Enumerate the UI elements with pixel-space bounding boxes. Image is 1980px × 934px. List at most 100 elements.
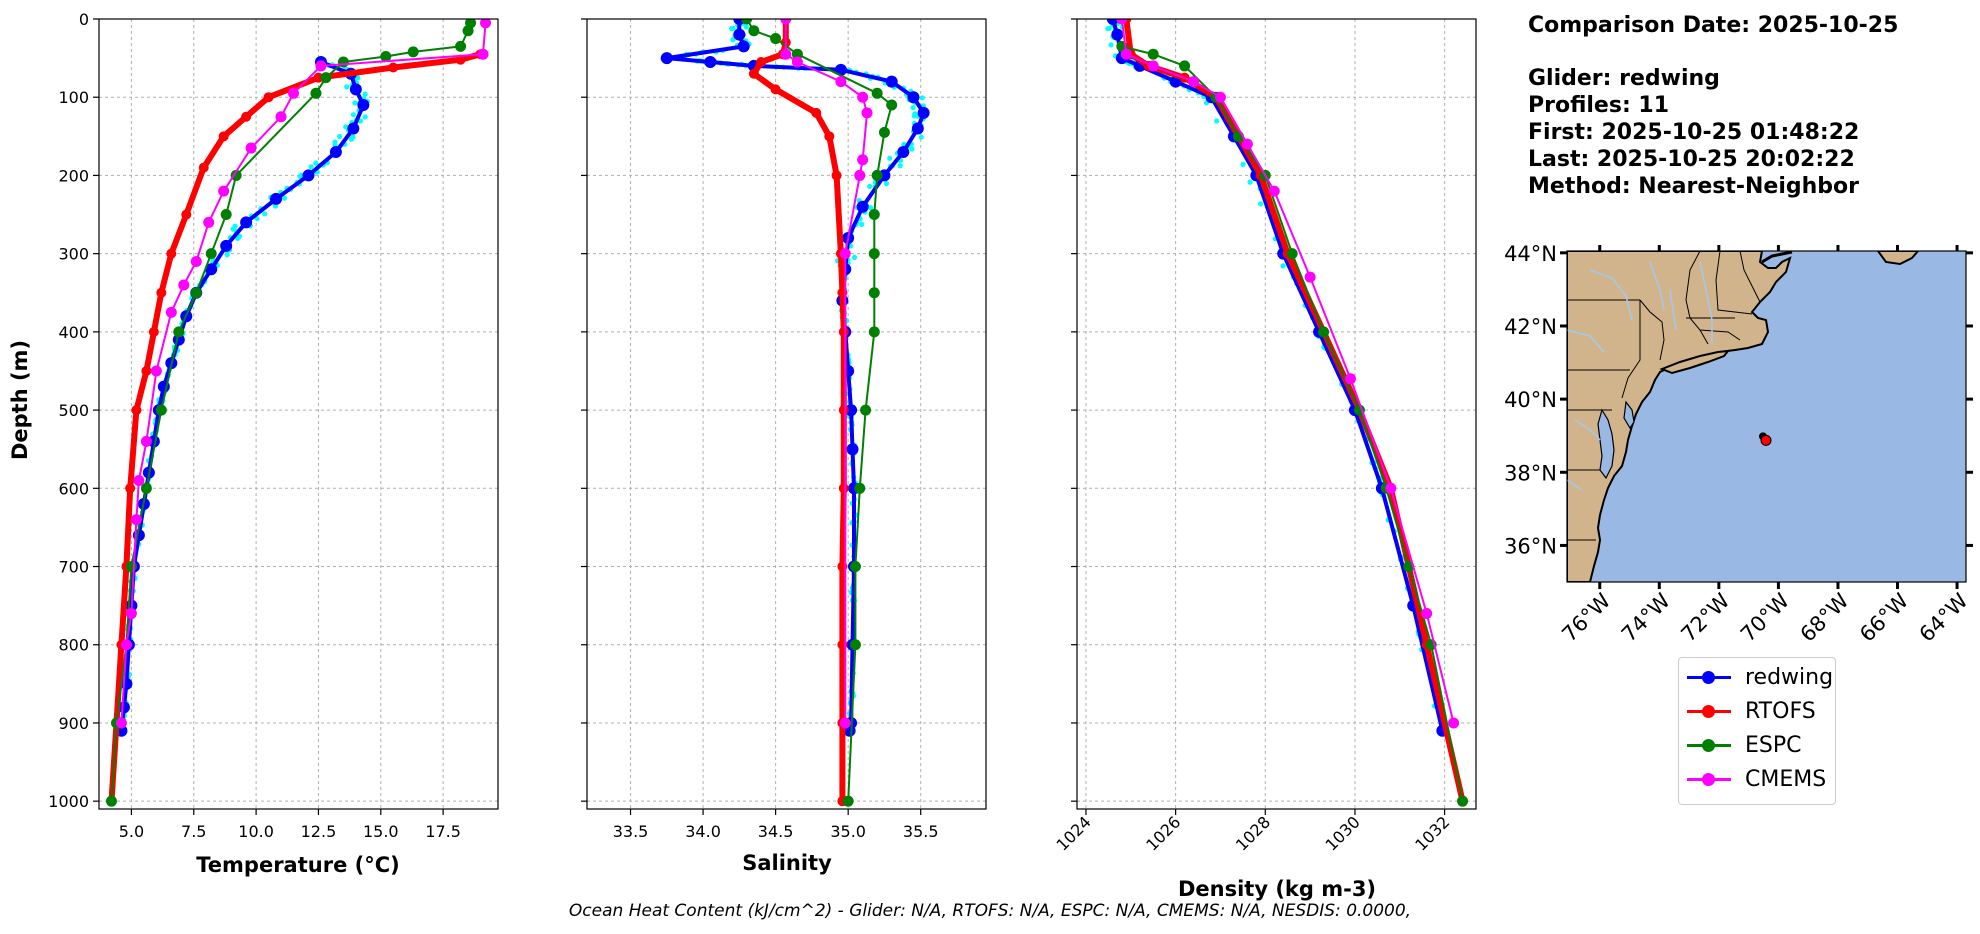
data-point-espc [748,25,760,37]
data-point-redwing [329,145,342,158]
glider-raw-point [1106,25,1112,31]
data-point-redwing [357,99,370,112]
glider-raw-point [308,164,314,170]
glider-raw-point [730,25,736,31]
data-point-cmems [780,48,792,60]
data-point-cmems [1268,185,1280,197]
data-point-espc [407,46,419,58]
data-point-espc [455,40,467,52]
data-point-cmems [203,216,215,228]
lon-tick-label: 68°W [1796,588,1854,646]
glider-raw-point [1280,263,1286,269]
glider-raw-point [851,254,858,260]
series-line-cmems [784,19,868,723]
legend-item-espc: ESPC [1687,730,1802,760]
glider-raw-point [883,180,890,187]
y-tick-label: 0 [79,10,89,29]
density-ticks: 1024 1026 1028 1030 1032 [1053,18,1453,855]
data-point-rtofs [125,483,136,494]
data-point-redwing [205,263,218,276]
data-point-espc [868,287,880,299]
data-point-cmems [480,19,492,29]
temperature-panel: 0 100 200 300 400 500 600 700 800 900 1000 5.0 7.5 10… [8,10,499,877]
x-tick-label: 35.0 [830,822,866,841]
glider-raw-point [362,114,368,120]
glider-raw-point [867,183,873,190]
y-tick-label: 800 [58,636,89,655]
lat-tick-label: 36°N [1504,534,1557,558]
data-point-redwing [1106,19,1119,25]
legend: redwing RTOFS ESPC CMEMS [1678,657,1836,805]
temperature-glider-raw-points [116,61,370,733]
data-point-redwing [737,40,750,53]
y-tick-label: 700 [58,558,89,577]
data-point-redwing [302,169,315,182]
legend-swatch-espc [1687,738,1731,752]
data-point-espc [868,248,880,260]
long-island [1659,349,1731,375]
data-point-rtofs [166,248,177,259]
glider-raw-point [348,136,354,142]
x-tick-label: 1028 [1232,812,1274,854]
data-point-cmems [857,154,869,166]
legend-item-rtofs: RTOFS [1687,696,1816,726]
x-tick-label: 15.0 [363,822,399,841]
data-point-redwing [911,122,924,135]
data-point-cmems [1344,373,1356,385]
lat-tick-label: 42°N [1504,315,1557,339]
data-point-espc [337,56,349,68]
data-point-espc [878,126,890,138]
data-point-cmems [218,185,230,197]
data-point-cmems [857,91,869,103]
glider-raw-point [897,163,903,169]
legend-label: CMEMS [1745,766,1827,792]
nova-scotia-coast [1876,251,1920,266]
data-point-rtofs [748,68,759,79]
x-tick-label: 34.5 [758,822,794,841]
data-point-redwing [347,122,360,135]
glider-name: Glider: redwing [1528,66,1720,91]
data-point-espc [1318,326,1330,338]
data-point-espc [868,209,880,221]
delaware-bay [1623,400,1635,430]
data-point-espc [842,795,854,807]
data-point-cmems [1241,138,1253,150]
salinity-panel: 33.5 34.0 34.5 35.0 35.5 Salinity [581,18,987,875]
map-frame [1566,250,1967,583]
series-line-rtofs [108,51,482,802]
data-point-cmems [190,255,202,267]
glider-raw-point [858,221,865,227]
data-point-rtofs [831,170,842,181]
glider-raw-point [1214,118,1220,124]
data-point-espc [220,209,232,221]
data-point-redwing [897,145,910,158]
glider-raw-point [362,91,368,97]
data-point-rtofs [756,57,767,68]
data-point-redwing [845,404,858,417]
x-tick-label: 17.5 [425,822,461,841]
data-point-espc [205,248,217,260]
temperature-ticks: 0 100 200 300 400 500 600 700 800 900 1000 5.0 7.5 10… [48,10,461,841]
glider-raw-point [232,223,238,229]
y-tick-label: 200 [58,166,89,185]
data-point-cmems [1116,19,1128,25]
data-point-redwing [1111,28,1124,41]
data-point-rtofs [148,326,159,337]
data-point-rtofs [388,62,399,73]
legend-swatch-redwing [1687,670,1731,684]
y-tick-label: 1000 [48,792,89,811]
rivers [1567,261,1713,491]
data-point-espc [462,25,474,37]
data-point-redwing [704,56,717,69]
first-time: First: 2025-10-25 01:48:22 [1528,120,1860,145]
data-point-redwing [907,91,920,104]
data-point-rtofs [313,72,324,83]
data-point-espc [1286,248,1298,260]
data-point-cmems [125,607,137,619]
salinity-ticks: 33.5 34.0 34.5 35.0 35.5 [581,18,939,841]
data-point-rtofs [824,131,835,142]
density-grid [1077,18,1476,809]
data-point-cmems [839,248,851,260]
data-point-espc [871,87,883,99]
x-tick-label: 1030 [1322,812,1364,854]
